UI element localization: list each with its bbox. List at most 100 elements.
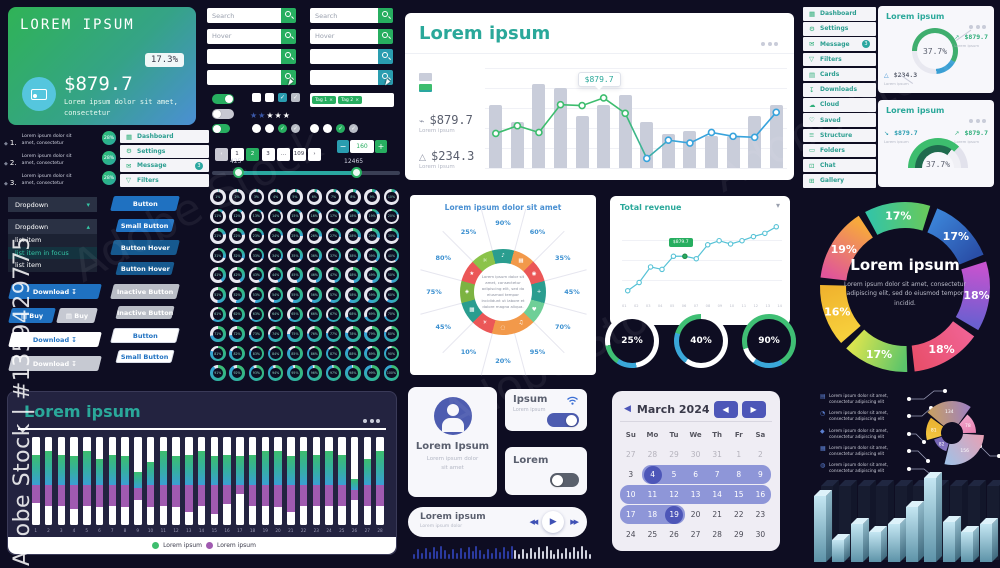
radio[interactable]	[323, 124, 332, 133]
radio[interactable]	[310, 124, 319, 133]
menu-item-gallery[interactable]: ⊞ Gallery	[803, 174, 876, 188]
calendar-date[interactable]: 5	[663, 465, 685, 484]
next-icon[interactable]: ▶▶	[570, 518, 579, 526]
calendar-date[interactable]: 14	[706, 485, 728, 504]
checkbox[interactable]	[252, 93, 261, 102]
menu-item-dashboard[interactable]: ▦ Dashboard	[803, 7, 876, 21]
menu-item-message[interactable]: ✉ Message 3	[120, 159, 209, 173]
stepper-minus-button[interactable]: −	[337, 140, 349, 153]
button-ghost[interactable]: Small Button	[115, 350, 175, 363]
stepper-value[interactable]: 160	[350, 140, 374, 153]
tag-pill[interactable]: Tag 1 ×	[312, 96, 337, 104]
radio[interactable]: ✓	[291, 124, 300, 133]
menu-item-settings[interactable]: ⚙ Settings	[803, 22, 876, 36]
calendar-date[interactable]: 27	[690, 530, 701, 539]
calendar-date[interactable]: 2	[757, 450, 763, 459]
toggle-off[interactable]	[212, 109, 234, 119]
calendar-date[interactable]: 17	[620, 505, 642, 524]
page-button[interactable]: ...	[277, 147, 290, 161]
calendar-date[interactable]: 10	[620, 485, 642, 504]
stepper-plus-button[interactable]: +	[375, 140, 387, 153]
calendar-next-button[interactable]: ▶	[741, 400, 766, 418]
calendar-date[interactable]: 12	[663, 485, 685, 504]
star-rating[interactable]: ★★★★★	[250, 103, 291, 122]
search-input[interactable]	[207, 69, 281, 85]
calendar-prev-button[interactable]: ◀	[713, 400, 738, 418]
calendar-date[interactable]: 3	[628, 470, 634, 479]
search-button[interactable]	[281, 49, 296, 64]
search-button[interactable]	[378, 49, 393, 64]
checkbox[interactable]	[265, 93, 274, 102]
calendar-date[interactable]: 20	[690, 510, 701, 519]
calendar-date[interactable]: 24	[626, 530, 636, 539]
calendar-date[interactable]: 21	[712, 510, 722, 519]
calendar-date[interactable]: 23	[755, 510, 766, 519]
radio[interactable]: ✓	[278, 124, 287, 133]
star-icon[interactable]: ★	[274, 111, 282, 120]
dropdown-open[interactable]: Dropdown ▴ list item list item in focus lis…	[8, 219, 97, 272]
calendar-date[interactable]: 11	[641, 485, 664, 504]
calendar-date[interactable]: 27	[626, 450, 636, 459]
search-input[interactable]	[207, 28, 281, 44]
range-slider[interactable]: 425 12465	[212, 158, 400, 178]
prev-icon[interactable]: ◀◀	[529, 518, 538, 526]
button-inactive[interactable]: Inactive Button	[110, 284, 180, 299]
calendar-date[interactable]: 29	[733, 530, 744, 539]
calendar-date[interactable]: 4	[641, 465, 664, 484]
search-input[interactable]	[207, 8, 281, 23]
play-button[interactable]: ▶	[542, 511, 565, 533]
checkbox[interactable]: ✓	[278, 93, 287, 102]
menu-item-folders[interactable]: ▭ Folders	[803, 143, 876, 158]
menu-item-structure[interactable]: ≡ Structure	[803, 128, 876, 143]
calendar-date[interactable]: 6	[684, 465, 707, 484]
slider-handle-min[interactable]	[233, 167, 244, 178]
page-button[interactable]: 109	[292, 147, 306, 161]
toggle-on[interactable]	[547, 413, 579, 427]
checkbox[interactable]: ✓	[291, 93, 300, 102]
calendar-date[interactable]: 18	[641, 505, 664, 524]
dropdown-item[interactable]: list item	[8, 234, 97, 247]
calendar-date[interactable]: 26	[669, 530, 679, 539]
search-button[interactable]	[378, 8, 393, 23]
calendar-date[interactable]: 13	[684, 485, 707, 504]
star-icon[interactable]: ★	[282, 111, 290, 120]
menu-item-downloads[interactable]: ↧ Downloads	[803, 82, 876, 97]
calendar-date[interactable]: 25	[647, 530, 658, 539]
search-button[interactable]	[378, 28, 393, 44]
calendar-date[interactable]: 30	[755, 530, 766, 539]
calendar-date[interactable]: 9	[749, 465, 772, 484]
tag-pill[interactable]: Tag 2 ×	[338, 96, 363, 104]
menu-item-saved[interactable]: ♡ Saved	[803, 113, 876, 127]
dropdown-item[interactable]: list item	[8, 259, 97, 272]
calendar-date[interactable]: 31	[712, 450, 722, 459]
menu-item-filters[interactable]: ▽ Filters	[120, 173, 209, 187]
calendar-date[interactable]: 1	[736, 450, 742, 459]
slider-handle-max[interactable]	[351, 167, 362, 178]
page-button[interactable]: ›	[308, 147, 321, 161]
more-menu-icon[interactable]	[967, 14, 986, 33]
page-button[interactable]: 2	[246, 147, 259, 161]
page-button[interactable]: ‹	[215, 147, 228, 161]
calendar-date[interactable]: 8	[727, 465, 750, 484]
star-icon[interactable]: ★	[266, 111, 274, 120]
search-input[interactable]	[207, 49, 281, 64]
menu-item-cloud[interactable]: ☁ Cloud	[803, 98, 876, 112]
radio[interactable]: ✓	[349, 124, 358, 133]
search-button[interactable]	[378, 69, 393, 85]
toggle-on[interactable]	[212, 94, 234, 104]
calendar-date[interactable]: 22	[733, 510, 744, 519]
calendar-back-icon[interactable]: ◀	[624, 404, 631, 414]
menu-item-settings[interactable]: ⚙ Settings	[120, 144, 209, 158]
star-icon[interactable]: ★	[250, 111, 258, 120]
star-icon[interactable]: ★	[258, 111, 266, 120]
menu-item-message[interactable]: ✉ Message 3	[803, 37, 876, 51]
search-button[interactable]	[281, 69, 296, 85]
waveform[interactable]	[413, 543, 593, 559]
menu-item-filters[interactable]: ▽ Filters	[803, 52, 876, 67]
calendar-date[interactable]: 16	[749, 485, 772, 504]
more-menu-icon[interactable]	[361, 402, 380, 427]
calendar-date[interactable]: 29	[669, 450, 679, 459]
button-hover[interactable]: Button Hover	[110, 240, 180, 255]
menu-item-cards[interactable]: ▤ Cards	[803, 67, 876, 82]
calendar-date[interactable]: 7	[706, 465, 728, 484]
